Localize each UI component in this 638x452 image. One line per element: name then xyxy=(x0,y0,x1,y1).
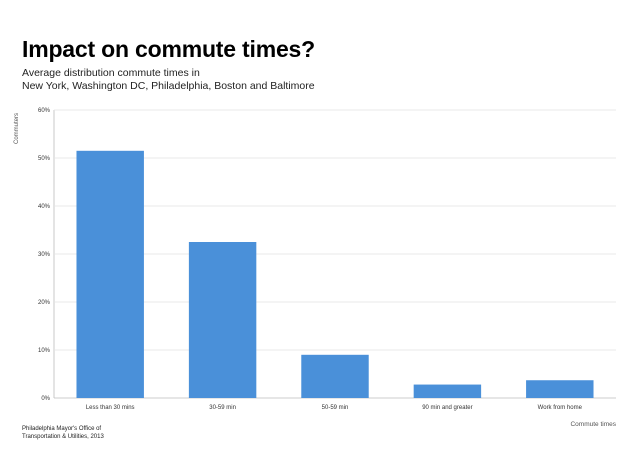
y-tick-label: 10% xyxy=(38,348,51,354)
y-tick-label: 20% xyxy=(38,300,51,306)
y-tick-label: 40% xyxy=(38,204,51,210)
subtitle-line-2: New York, Washington DC, Philadelphia, B… xyxy=(22,80,315,92)
y-tick-label: 0% xyxy=(41,396,50,402)
x-category-label: 90 min and greater xyxy=(422,405,472,411)
bar xyxy=(526,380,594,398)
source-line-1: Philadelphia Mayor's Office of xyxy=(22,426,102,432)
x-category-labels: Less than 30 mins 30-59 min 50-59 min 90 mi… xyxy=(86,405,583,411)
x-category-label: Less than 30 mins xyxy=(86,405,135,411)
subtitle-line-1: Average distribution commute times in xyxy=(22,67,200,79)
y-tick-label: 30% xyxy=(38,252,51,258)
chart-title: Impact on commute times? xyxy=(22,36,315,62)
bar xyxy=(188,242,257,398)
bar xyxy=(76,150,144,398)
x-category-label: Work from home xyxy=(538,405,583,411)
source-line-2: Transportation & Utilities, 2013 xyxy=(22,434,104,440)
y-tick-label: 60% xyxy=(38,108,51,114)
y-tick-labels: 0% 10% 20% 30% 40% 50% 60% xyxy=(38,108,51,402)
x-category-label: 30-59 min xyxy=(209,405,236,411)
x-axis-title: Commute times xyxy=(570,421,616,428)
chart-subtitle: Average distribution commute times in Ne… xyxy=(22,67,315,93)
x-category-label: 50-59 min xyxy=(322,405,349,411)
gridlines xyxy=(53,109,616,399)
y-tick-label: 50% xyxy=(38,156,51,162)
source-note: Philadelphia Mayor's Office of Transport… xyxy=(22,425,104,441)
bar xyxy=(413,384,482,398)
bar xyxy=(301,354,369,398)
bars xyxy=(76,150,594,398)
